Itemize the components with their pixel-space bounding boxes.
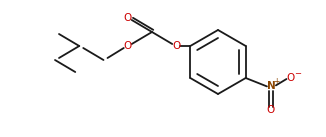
Text: −: − xyxy=(294,69,301,79)
Text: +: + xyxy=(273,77,279,86)
Text: O: O xyxy=(267,105,275,115)
Text: O: O xyxy=(286,73,295,83)
Text: O: O xyxy=(124,41,132,51)
Text: N: N xyxy=(267,81,275,91)
Text: O: O xyxy=(124,13,132,23)
Text: O: O xyxy=(172,41,180,51)
